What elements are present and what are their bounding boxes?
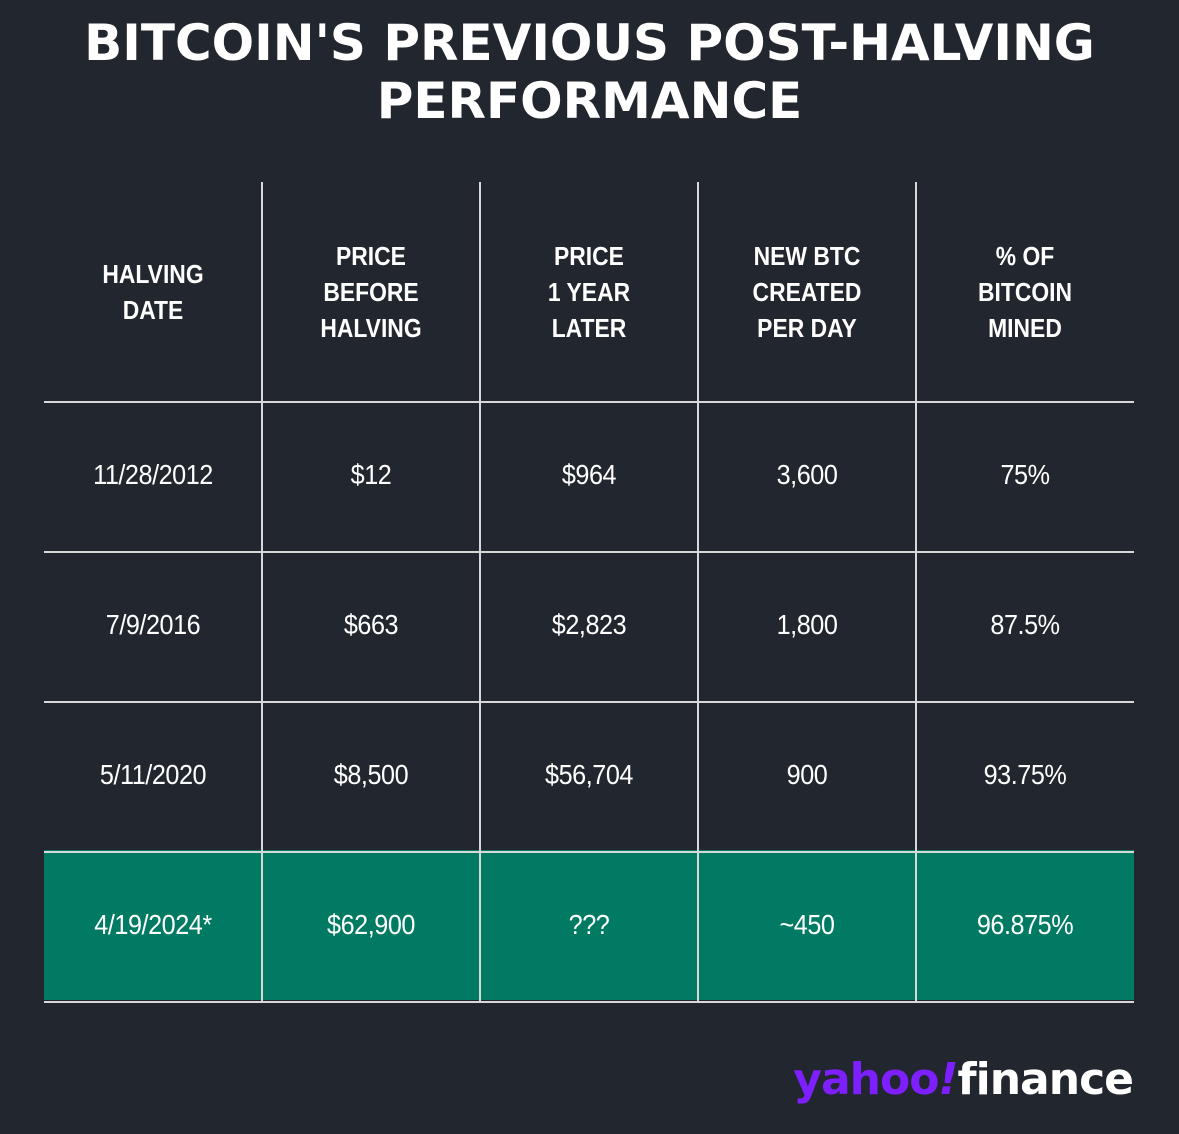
column-divider xyxy=(261,182,263,1002)
table-cell-r4-c2: $62,900 xyxy=(327,909,415,940)
row-divider xyxy=(44,551,1134,553)
table-cell-r3-c5: 93.75% xyxy=(983,759,1067,790)
table-cell-r2-c5: 87.5% xyxy=(990,609,1060,640)
table-cell-r3-c1: 5/11/2020 xyxy=(99,759,207,790)
page-title: BITCOIN'S PREVIOUS POST-HALVING PERFORMA… xyxy=(0,14,1179,130)
column-header-line: PRICE xyxy=(336,241,406,271)
halving-table: HALVING DATE PRICE BEFORE HALVING PRICE 1 YEAR… xyxy=(44,182,1134,1003)
column-header-line: BITCOIN xyxy=(977,277,1073,307)
table-cell-r4-c3: ??? xyxy=(568,909,610,940)
column-header-line: MINED xyxy=(988,313,1062,343)
column-header-line: NEW BTC xyxy=(753,241,861,271)
column-header-line: DATE xyxy=(122,295,184,325)
title-line-2: PERFORMANCE xyxy=(376,72,803,130)
column-header-line: PER DAY xyxy=(757,313,857,343)
column-header-4: NEW BTC CREATED PER DAY xyxy=(711,182,903,402)
table-cell-r1-c1: 11/28/2012 xyxy=(93,459,213,490)
table-cell-r1-c2: $12 xyxy=(350,459,392,490)
table-cell-r4-c4: ~450 xyxy=(779,909,835,940)
highlight-row-background xyxy=(44,850,1134,1000)
column-header-line: CREATED xyxy=(752,277,862,307)
column-header-line: PRICE xyxy=(554,241,624,271)
column-header-line: HALVING xyxy=(320,313,422,343)
logo-yahoo: yahoo xyxy=(793,1054,939,1105)
logo-finance: finance xyxy=(957,1054,1134,1105)
column-header-1: HALVING DATE xyxy=(57,182,249,402)
column-header-line: 1 YEAR xyxy=(547,277,631,307)
row-divider xyxy=(44,851,1134,853)
row-divider xyxy=(44,701,1134,703)
table-cell-r3-c4: 900 xyxy=(786,759,828,790)
column-divider xyxy=(697,182,699,1002)
logo-bang: ! xyxy=(938,1054,958,1105)
table-cell-r4-c1: 4/19/2024* xyxy=(94,909,212,940)
column-header-line: % OF xyxy=(995,241,1055,271)
column-header-line: BEFORE xyxy=(323,277,419,307)
yahoo-finance-logo: yahoo!finance xyxy=(793,1054,1134,1106)
table-cell-r2-c3: $2,823 xyxy=(551,609,627,640)
column-header-3: PRICE 1 YEAR LATER xyxy=(493,182,685,402)
table-cell-r4-c5: 96.875% xyxy=(976,909,1074,940)
column-divider xyxy=(915,182,917,1002)
table-cell-r1-c5: 75% xyxy=(1000,459,1050,490)
table-cell-r3-c3: $56,704 xyxy=(545,759,633,790)
table-cell-r3-c2: $8,500 xyxy=(333,759,409,790)
column-divider xyxy=(479,182,481,1002)
table-cell-r1-c3: $964 xyxy=(561,459,617,490)
table-cell-r2-c4: 1,800 xyxy=(776,609,838,640)
row-divider xyxy=(44,1001,1134,1003)
column-header-5: % OF BITCOIN MINED xyxy=(929,182,1121,402)
column-header-line: HALVING xyxy=(102,259,204,289)
column-header-2: PRICE BEFORE HALVING xyxy=(275,182,467,402)
table-cell-r2-c1: 7/9/2016 xyxy=(105,609,201,640)
table-cell-r1-c4: 3,600 xyxy=(776,459,838,490)
title-line-1: BITCOIN'S PREVIOUS POST-HALVING xyxy=(84,14,1095,72)
table-cell-r2-c2: $663 xyxy=(343,609,399,640)
row-divider xyxy=(44,401,1134,403)
column-header-line: LATER xyxy=(551,313,627,343)
